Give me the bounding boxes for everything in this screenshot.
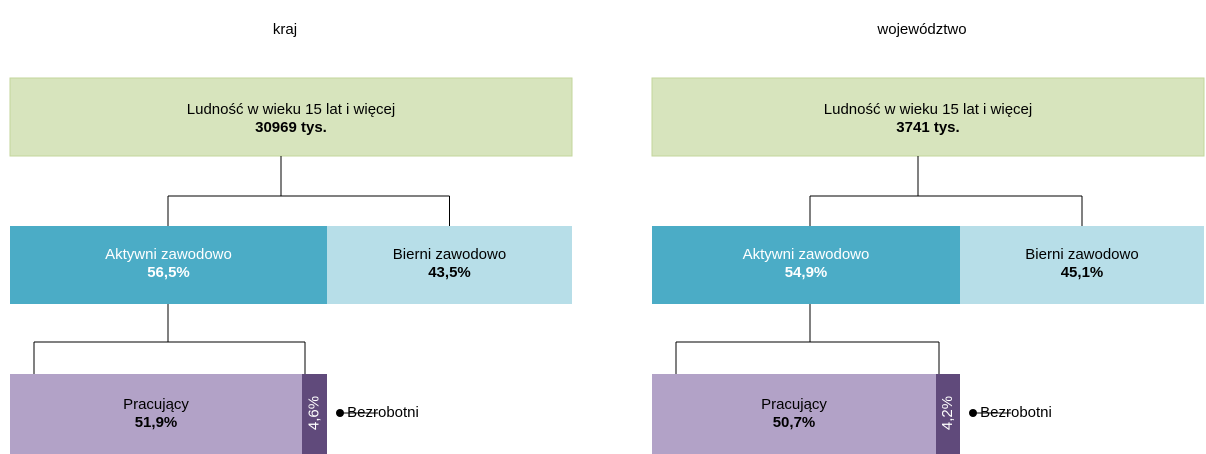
active-value: 54,9% <box>785 264 828 281</box>
inactive-box <box>327 226 572 304</box>
employed-box <box>10 374 302 454</box>
unemployed-box <box>936 374 960 454</box>
population-value: 30969 tys. <box>255 119 327 136</box>
unemployed-value: 4,2% <box>939 396 956 430</box>
active-label: Aktywni zawodowo <box>743 246 870 263</box>
inactive-label: Bierni zawodowo <box>1025 246 1138 263</box>
population-box <box>9 77 573 157</box>
population-value: 3741 tys. <box>896 119 959 136</box>
inactive-value: 45,1% <box>1061 264 1104 281</box>
unemployed-value: 4,6% <box>305 396 322 430</box>
panel-title: kraj <box>273 21 297 38</box>
panel-title: województwo <box>876 21 966 38</box>
inactive-box <box>960 226 1204 304</box>
employed-label: Pracujący <box>123 396 189 413</box>
active-box <box>10 226 327 304</box>
population-label: Ludność w wieku 15 lat i więcej <box>824 101 1032 118</box>
active-box <box>652 226 960 304</box>
unemployed-box <box>302 374 327 454</box>
inactive-value: 43,5% <box>428 264 471 281</box>
active-label: Aktywni zawodowo <box>105 246 232 263</box>
employed-box <box>652 374 936 454</box>
inactive-label: Bierni zawodowo <box>393 246 506 263</box>
unemployed-label: Bezrobotni <box>980 404 1052 421</box>
population-box <box>651 77 1205 157</box>
population-label: Ludność w wieku 15 lat i więcej <box>187 101 395 118</box>
active-value: 56,5% <box>147 264 190 281</box>
unemployed-label: Bezrobotni <box>347 404 419 421</box>
employed-label: Pracujący <box>761 396 827 413</box>
employed-value: 51,9% <box>135 414 178 431</box>
employed-value: 50,7% <box>773 414 816 431</box>
